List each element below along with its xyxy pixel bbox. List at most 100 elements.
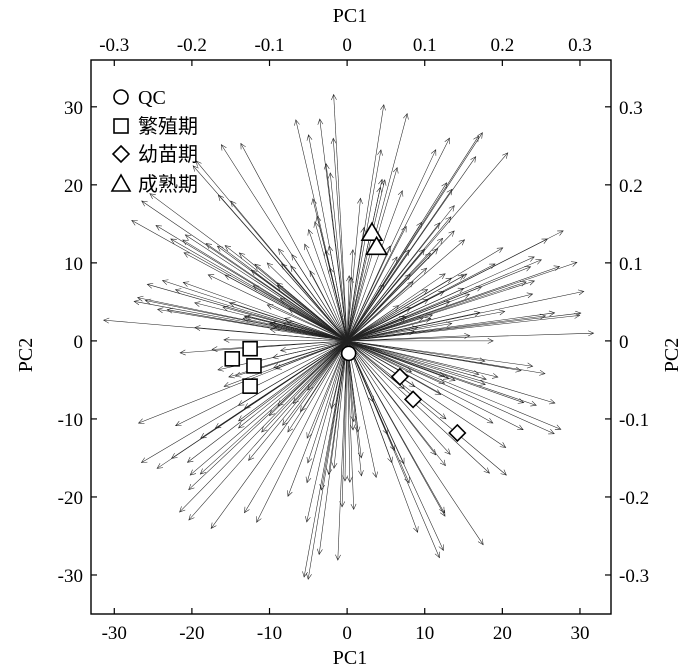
loading-arrow-shaft: [308, 229, 348, 341]
loading-arrow-head: [357, 197, 363, 205]
loading-arrow-head: [183, 252, 191, 258]
loading-arrow-head: [491, 373, 499, 379]
loading-arrow-shaft: [346, 281, 414, 342]
loading-arrow-shaft: [346, 340, 418, 533]
loading-arrow-head: [464, 333, 471, 339]
loading-arrow-shaft: [254, 263, 348, 342]
loading-arrow-head: [346, 275, 352, 282]
loading-arrow-head: [515, 366, 522, 373]
loading-arrow-shaft: [325, 163, 348, 341]
loading-arrow-shaft: [347, 266, 560, 342]
loading-arrow-head: [149, 193, 156, 200]
loading-arrow-shaft: [244, 340, 348, 513]
point-diamond: [390, 367, 410, 386]
loading-arrow-head: [317, 118, 324, 125]
loading-arrow-head: [279, 298, 287, 304]
loading-arrow-head: [458, 239, 466, 246]
loading-arrow-head: [517, 424, 524, 430]
loading-arrow-head: [420, 267, 428, 274]
loading-arrow-shaft: [223, 339, 348, 342]
loading-arrow-head: [389, 444, 396, 452]
loading-arrow-shaft: [246, 315, 348, 342]
loading-arrow-head: [216, 245, 224, 252]
loading-arrow-head: [442, 374, 450, 380]
loading-arrow-head: [319, 484, 326, 491]
loading-arrow-head: [137, 418, 145, 424]
loading-arrow-head: [411, 325, 419, 332]
loading-arrow-head: [146, 282, 154, 289]
loading-arrow-head: [252, 285, 260, 291]
bottom-tick-label: 10: [415, 623, 434, 644]
loading-arrow-head: [357, 452, 364, 459]
loading-arrow-head: [372, 471, 378, 479]
loading-arrow-head: [443, 300, 451, 307]
loading-arrow-head: [305, 476, 312, 484]
loading-arrow-shaft: [347, 291, 584, 342]
loading-arrow-shaft: [290, 265, 348, 342]
loading-arrow-shaft: [346, 340, 362, 476]
loading-arrow-head: [266, 262, 273, 269]
loading-arrow-shaft: [267, 262, 348, 342]
loading-arrow-head: [330, 137, 337, 144]
loading-arrow-shaft: [175, 340, 348, 427]
loading-arrow-head: [418, 248, 425, 256]
loading-arrow-shaft: [347, 323, 452, 342]
bottom-tick-label: -10: [257, 623, 282, 644]
loading-arrow-shaft: [347, 312, 555, 342]
legend-label-chengshu: 成熟期: [138, 173, 198, 196]
loading-arrow-head: [530, 400, 537, 407]
loading-arrow-shaft: [346, 190, 403, 341]
loading-arrow-shaft: [182, 239, 348, 342]
loading-arrow-head: [438, 290, 445, 297]
loading-arrow-shaft: [346, 239, 465, 342]
top-tick-label: -0.3: [99, 35, 129, 56]
loading-arrow-head: [434, 222, 441, 229]
loading-arrow-head: [179, 349, 186, 356]
loading-arrow-shaft: [189, 340, 348, 476]
loading-arrow-shaft: [346, 277, 452, 342]
loading-arrow-head: [200, 432, 207, 439]
loading-arrow-shaft: [208, 274, 348, 342]
loading-arrow-shaft: [333, 94, 348, 341]
loading-arrow-shaft: [284, 318, 348, 342]
loading-arrow-head: [166, 307, 174, 314]
loading-arrow-shaft: [175, 289, 348, 342]
loading-arrow-head: [439, 273, 446, 280]
right-tick-label: 0.2: [619, 176, 643, 197]
loading-arrow-head: [575, 310, 582, 317]
loading-arrow-head: [229, 301, 236, 308]
loading-arrow-head: [342, 475, 348, 482]
loading-arrow-head: [553, 265, 561, 271]
point-diamond: [403, 390, 423, 409]
loading-arrow-head: [477, 132, 483, 139]
loading-arrow-head: [207, 274, 215, 280]
loading-arrow-head: [360, 226, 367, 234]
loading-arrow-head: [358, 470, 364, 477]
loading-arrow-head: [430, 149, 437, 156]
loading-arrow-head: [528, 256, 535, 262]
loading-arrow-head: [278, 248, 284, 255]
loading-arrow-shaft: [300, 340, 348, 412]
loading-arrow-head: [306, 573, 312, 580]
loading-arrow-head: [238, 252, 246, 259]
bottom-tick-label: 0: [342, 623, 352, 644]
left-tick-label: 10: [64, 254, 83, 275]
loading-arrow-shaft: [344, 340, 348, 481]
legend-label-qc: QC: [138, 87, 166, 109]
top-axis-title: PC1: [333, 5, 367, 27]
right-tick-label: -0.2: [619, 488, 649, 509]
loading-arrow-head: [404, 476, 410, 484]
loading-arrow-shaft: [156, 340, 348, 469]
sample-points: [224, 221, 467, 443]
loading-arrow-head: [500, 469, 507, 476]
loading-arrow-head: [449, 376, 456, 382]
loading-arrow-head: [472, 370, 480, 376]
loading-arrow-head: [439, 510, 446, 517]
loading-arrow-shaft: [287, 340, 348, 497]
loading-arrow-shaft: [238, 340, 348, 406]
loading-arrow-head: [309, 270, 316, 277]
loading-arrow-shaft: [346, 340, 506, 448]
loading-arrow-head: [554, 424, 562, 430]
loading-arrow-head: [331, 93, 337, 101]
loading-arrow-head: [588, 330, 595, 337]
